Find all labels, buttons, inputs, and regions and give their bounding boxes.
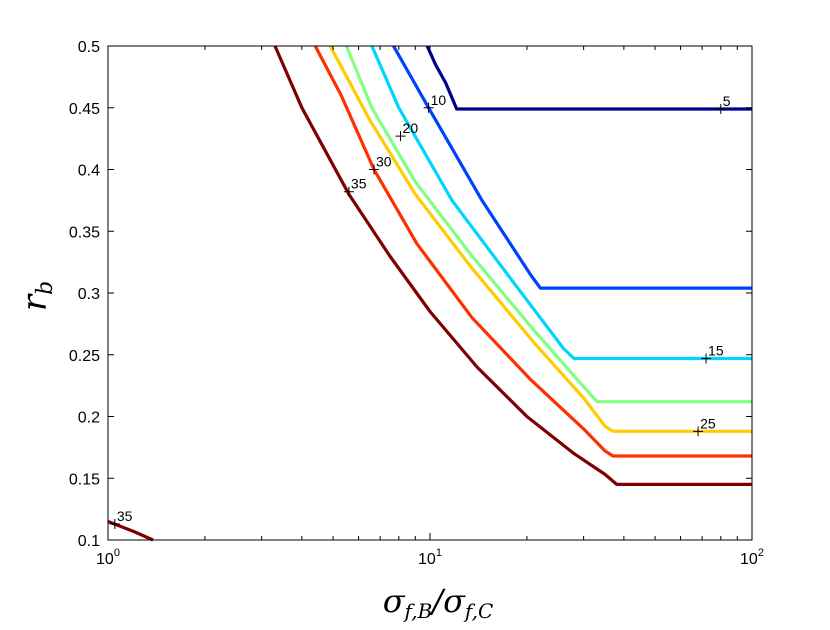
contour-label-marker	[109, 518, 120, 529]
contour-line-30	[313, 45, 752, 458]
contour-label: 35	[351, 176, 367, 192]
contour-label-marker	[395, 131, 406, 142]
contour-line-25	[328, 45, 752, 433]
x-tick-label: 101	[418, 547, 442, 568]
y-tick-label: 0.4	[78, 163, 100, 180]
contour-label: 35	[117, 508, 133, 524]
contour-label-markers: 5 10 15 20 25 30 35 35	[109, 92, 731, 529]
x-tick-label: 100	[96, 547, 120, 568]
contour-line-35-lower	[107, 520, 154, 542]
y-tick-label: 0.3	[78, 286, 100, 303]
x-axis-label: σf,B/σf,C	[383, 582, 494, 623]
contour-line-10	[392, 45, 752, 290]
contour-label: 5	[723, 93, 731, 109]
contour-label-marker	[423, 102, 434, 113]
contour-line-35	[273, 45, 752, 486]
contour-label-marker	[715, 103, 726, 114]
plot-frame	[107, 45, 753, 541]
contour-label: 10	[431, 92, 447, 108]
contour-label: 30	[376, 154, 392, 170]
contour-line-20	[344, 45, 752, 404]
x-tick-label: 102	[740, 547, 764, 568]
y-tick-label: 0.35	[69, 224, 100, 241]
contour-curves	[107, 45, 752, 542]
y-tick-label: 0.1	[78, 533, 100, 550]
y-tick-label: 0.5	[78, 39, 100, 56]
contour-label-marker	[693, 426, 704, 437]
axis-ticks: 0.1 0.15 0.2 0.25 0.3 0.35 0.4 0.45 0.5 100 101 102	[69, 39, 764, 568]
y-tick-label: 0.25	[69, 348, 100, 365]
y-tick-label: 0.45	[69, 101, 100, 118]
contour-line-15	[370, 45, 752, 361]
contour-label: 15	[708, 342, 724, 358]
contour-label: 20	[403, 120, 419, 136]
contour-line-5	[425, 45, 752, 111]
y-axis-label: rb	[15, 281, 58, 311]
contour-label: 25	[700, 415, 716, 431]
contour-label-marker	[343, 186, 354, 197]
contour-label-marker	[368, 164, 379, 175]
contour-label-marker	[701, 353, 712, 364]
y-tick-label: 0.2	[78, 410, 100, 427]
y-tick-label: 0.15	[69, 471, 100, 488]
